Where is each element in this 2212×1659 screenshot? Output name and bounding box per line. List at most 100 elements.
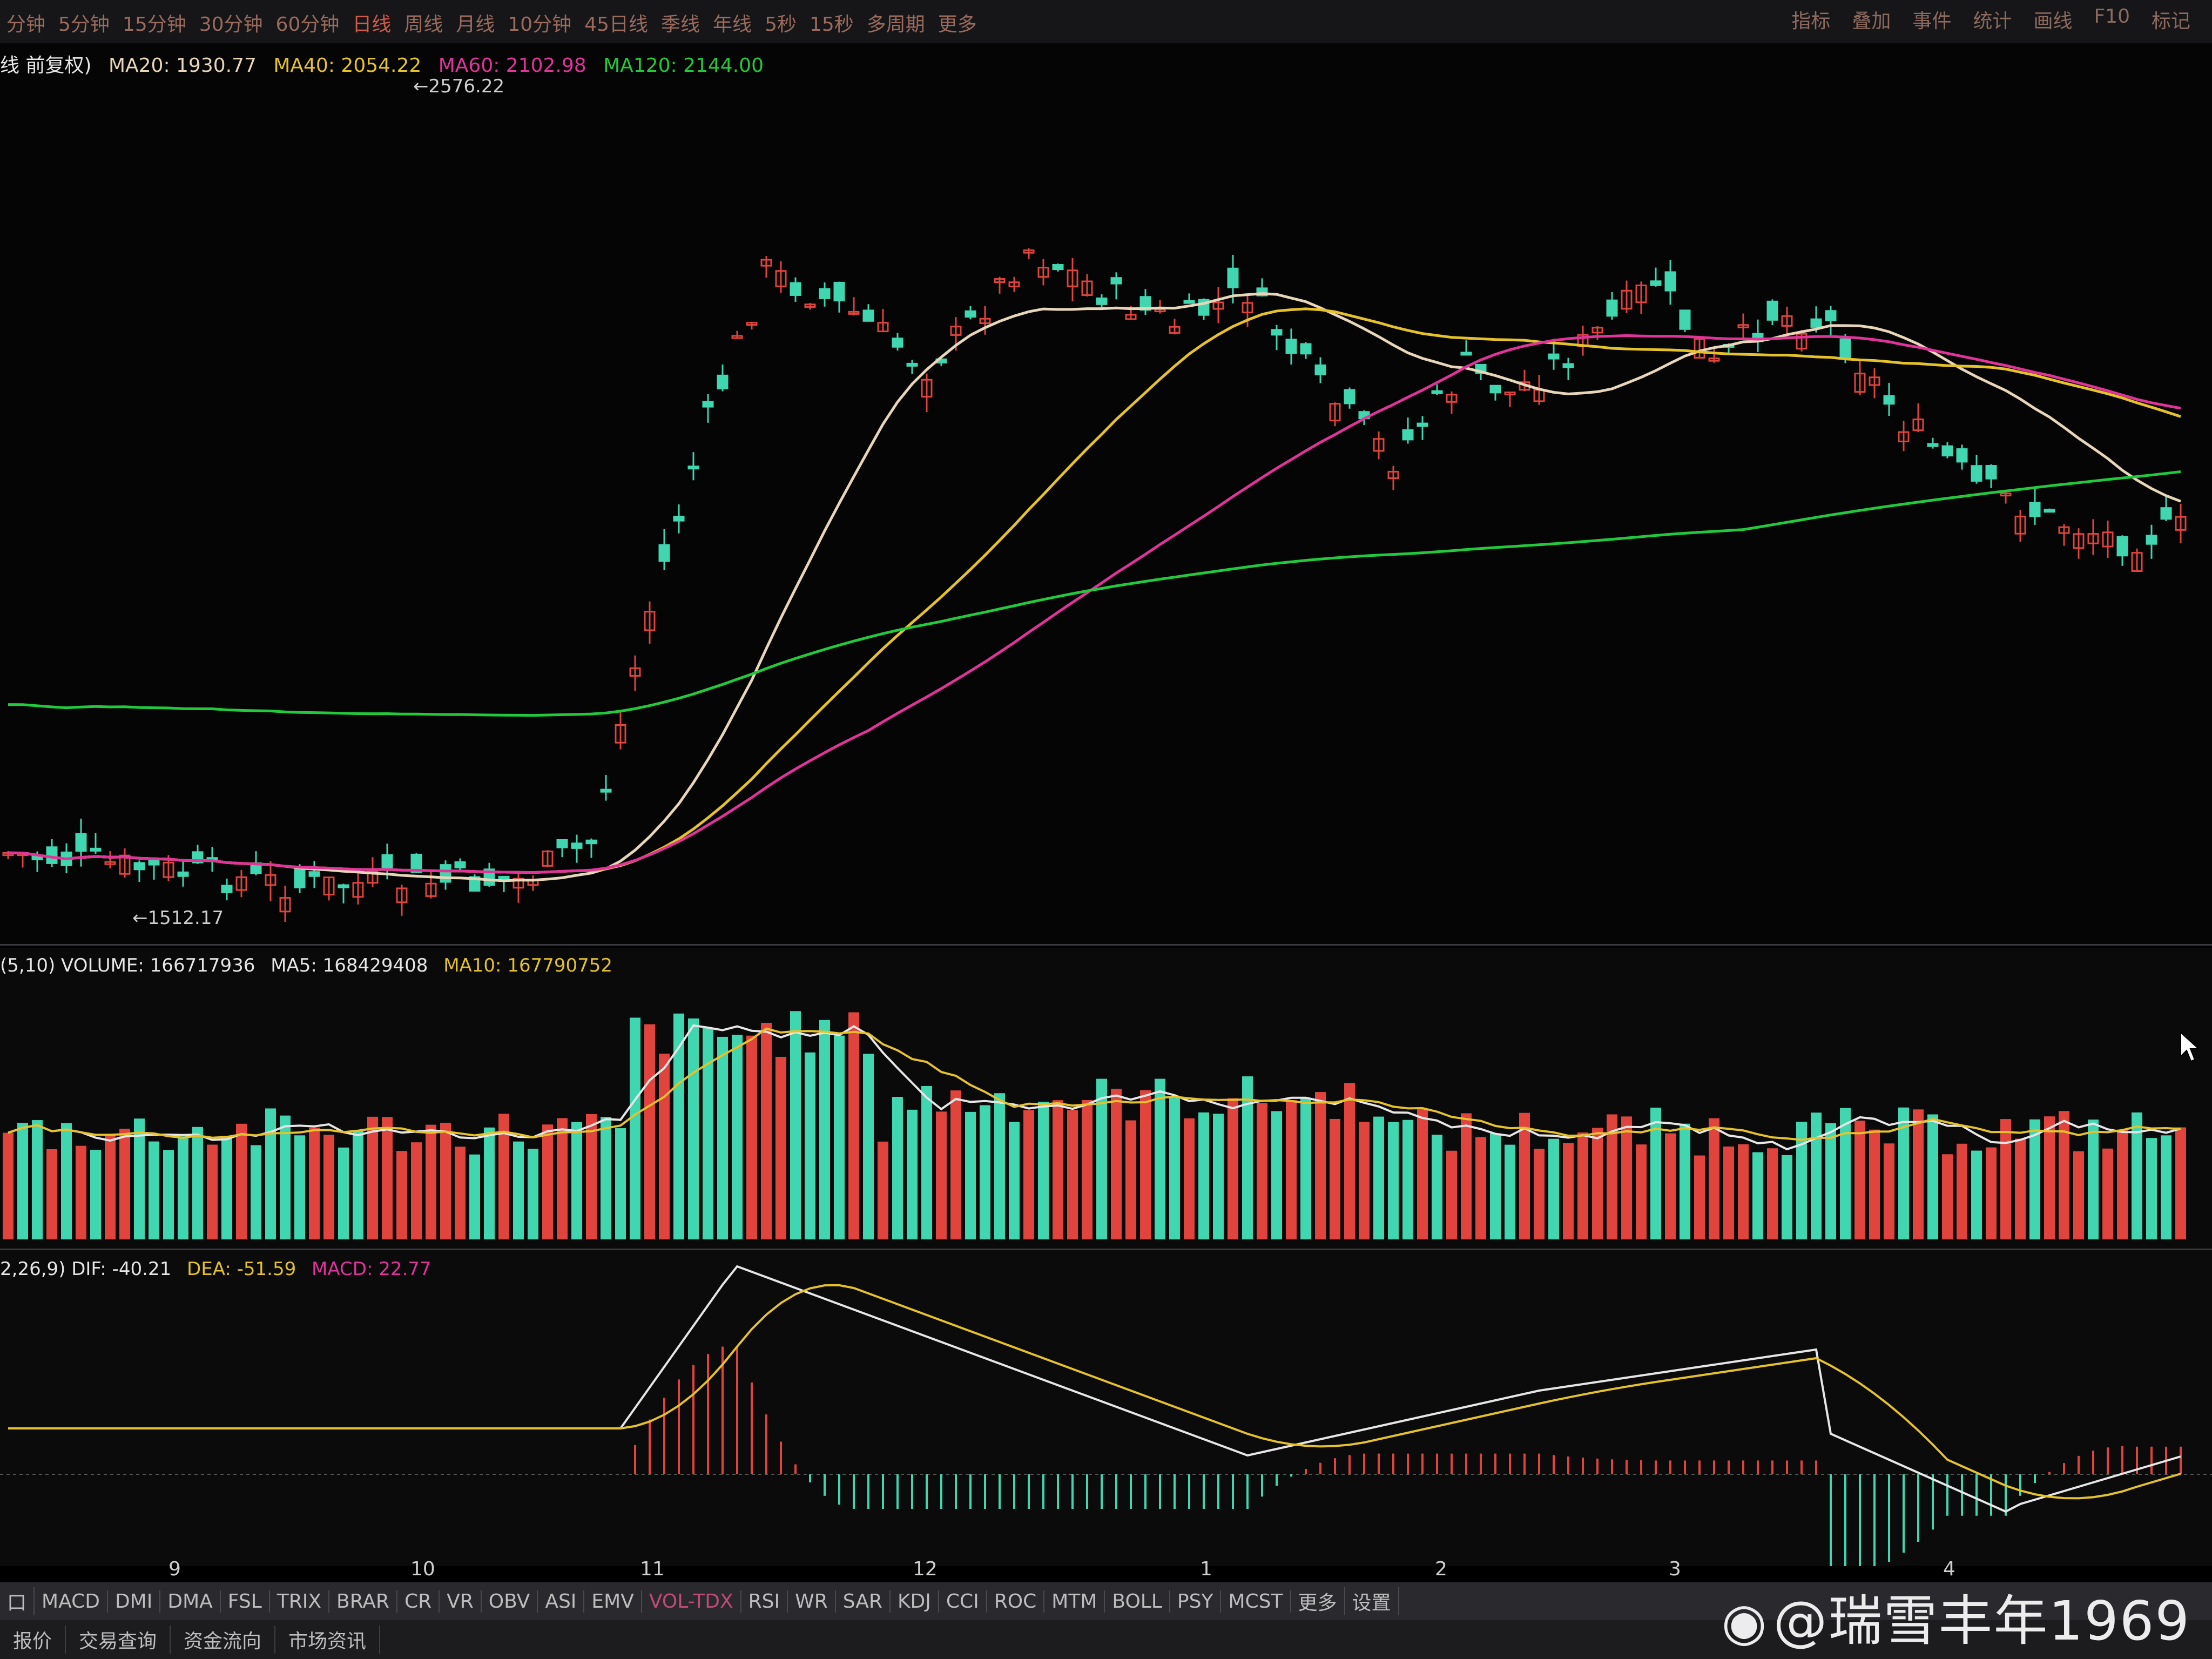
tab-multi-period[interactable]: 多周期 <box>866 14 925 36</box>
candle-body <box>1052 264 1064 271</box>
volume-panel[interactable] <box>0 948 2212 1250</box>
indicator-tab-asi[interactable]: ASI <box>538 1590 585 1613</box>
indicator-tab-roc[interactable]: ROC <box>987 1590 1045 1613</box>
indicator-tab-mcst[interactable]: MCST <box>1221 1590 1291 1613</box>
indicator-tab-dmi[interactable]: DMI <box>108 1590 161 1613</box>
tab-weekly[interactable]: 周线 <box>404 14 443 36</box>
indicator-tab-trix[interactable]: TRIX <box>270 1590 330 1613</box>
indicator-tab-boll[interactable]: BOLL <box>1105 1590 1170 1613</box>
candle-body <box>819 288 831 299</box>
tab-quarterly[interactable]: 季线 <box>661 14 700 36</box>
indicator-tab-cci[interactable]: CCI <box>939 1590 987 1613</box>
volume-bar <box>1898 1107 1909 1239</box>
volume-bar <box>1694 1155 1705 1239</box>
volume-bar <box>192 1127 203 1239</box>
volume-bar <box>761 1022 772 1239</box>
volume-bar <box>1330 1118 1340 1239</box>
kline-chart[interactable] <box>0 43 2212 945</box>
candle-body <box>1839 338 1851 359</box>
indicator-tab-window[interactable]: 口 <box>0 1587 35 1615</box>
kline-panel[interactable] <box>0 43 2212 945</box>
candle-body <box>1737 324 1749 328</box>
tab-1min[interactable]: 分钟 <box>6 14 46 36</box>
tool-overlay[interactable]: 叠加 <box>1852 10 1891 32</box>
indicator-tab-dma[interactable]: DMA <box>160 1590 221 1613</box>
tab-more[interactable]: 更多 <box>938 14 977 36</box>
tab-5sec[interactable]: 5秒 <box>765 14 797 36</box>
bottom-tab-trade-query[interactable]: 交易查询 <box>66 1626 171 1654</box>
volume-bar <box>1198 1112 1209 1239</box>
candle-body <box>1927 443 1939 447</box>
month-tick: 3 <box>1669 1558 1681 1580</box>
tool-draw-line[interactable]: 画线 <box>2033 10 2073 32</box>
volume-bar <box>863 1054 874 1239</box>
volume-bar <box>469 1154 480 1239</box>
candle-body <box>644 611 656 631</box>
candle-body <box>702 401 714 408</box>
tool-tabs: 指标 叠加 事件 统计 画线 F10 标记 <box>1781 5 2201 33</box>
volume-bar <box>163 1150 174 1239</box>
volume-bar <box>61 1123 72 1239</box>
volume-bar <box>2044 1116 2055 1239</box>
tool-statistics[interactable]: 统计 <box>1973 10 2012 32</box>
candle-body <box>1810 318 1822 328</box>
candle-body <box>425 882 437 897</box>
macd-panel[interactable] <box>0 1250 2212 1566</box>
tab-45day[interactable]: 45日线 <box>584 14 649 36</box>
tab-5min[interactable]: 5分钟 <box>58 14 110 36</box>
tool-indicator[interactable]: 指标 <box>1791 10 1831 32</box>
tool-f10[interactable]: F10 <box>2094 5 2130 28</box>
volume-bar <box>17 1123 28 1239</box>
volume-bar <box>2000 1119 2011 1239</box>
tab-15min[interactable]: 15分钟 <box>122 14 186 36</box>
tab-30min[interactable]: 30分钟 <box>199 14 263 36</box>
indicator-tab-kdj[interactable]: KDJ <box>891 1590 939 1613</box>
indicator-tab-rsi[interactable]: RSI <box>741 1590 788 1613</box>
tab-15sec[interactable]: 15秒 <box>809 14 854 36</box>
tool-event[interactable]: 事件 <box>1912 10 1952 32</box>
tab-60min[interactable]: 60分钟 <box>275 14 340 36</box>
volume-bar <box>1169 1098 1180 1239</box>
indicator-tab-wr[interactable]: WR <box>788 1590 836 1613</box>
panel-divider <box>0 944 2212 946</box>
volume-bar <box>367 1116 378 1239</box>
candle-body <box>2029 502 2041 517</box>
tab-monthly[interactable]: 月线 <box>456 14 495 36</box>
month-axis: 9 10 11 12 1 2 3 4 <box>0 1558 2212 1580</box>
macd-chart[interactable] <box>0 1250 2212 1566</box>
volume-chart[interactable] <box>0 948 2212 1250</box>
tab-yearly[interactable]: 年线 <box>713 14 752 36</box>
indicator-tab-obv[interactable]: OBV <box>482 1590 538 1613</box>
volume-bar <box>1300 1098 1311 1239</box>
volume-bar <box>484 1127 495 1239</box>
vol-ma5-value: MA5: 168429408 <box>271 955 428 976</box>
candle-body <box>1417 422 1428 427</box>
candle-body <box>1708 358 1720 362</box>
indicator-tab-vr[interactable]: VR <box>440 1590 482 1613</box>
volume-bar <box>659 1054 670 1239</box>
volume-bar <box>805 1052 815 1239</box>
indicator-tab-more[interactable]: 更多 <box>1291 1587 1345 1615</box>
candle-body <box>1387 470 1399 479</box>
indicator-tab-fsl[interactable]: FSL <box>221 1590 270 1613</box>
ma40-value: MA40: 2054.22 <box>273 55 422 77</box>
bottom-tab-quote[interactable]: 报价 <box>0 1626 66 1654</box>
candle-body <box>1271 329 1283 336</box>
volume-bar <box>294 1135 305 1239</box>
bottom-tab-market-news[interactable]: 市场资讯 <box>275 1626 381 1654</box>
volume-bar <box>309 1127 320 1239</box>
tab-daily[interactable]: 日线 <box>352 14 392 36</box>
indicator-tab-psy[interactable]: PSY <box>1170 1590 1222 1613</box>
indicator-tab-cr[interactable]: CR <box>397 1590 440 1613</box>
indicator-tab-emv[interactable]: EMV <box>584 1590 642 1613</box>
indicator-tab-macd[interactable]: MACD <box>35 1590 108 1613</box>
indicator-tab-brar[interactable]: BRAR <box>329 1590 397 1613</box>
tab-10min[interactable]: 10分钟 <box>508 14 572 36</box>
indicator-tab-settings[interactable]: 设置 <box>1345 1587 1399 1615</box>
bottom-tab-capital-flow[interactable]: 资金流向 <box>171 1626 276 1654</box>
tool-mark[interactable]: 标记 <box>2151 10 2190 32</box>
indicator-tab-vol-tdx[interactable]: VOL-TDX <box>642 1590 741 1613</box>
candle-body <box>600 788 612 793</box>
indicator-tab-sar[interactable]: SAR <box>836 1590 891 1613</box>
indicator-tab-mtm[interactable]: MTM <box>1044 1590 1105 1613</box>
